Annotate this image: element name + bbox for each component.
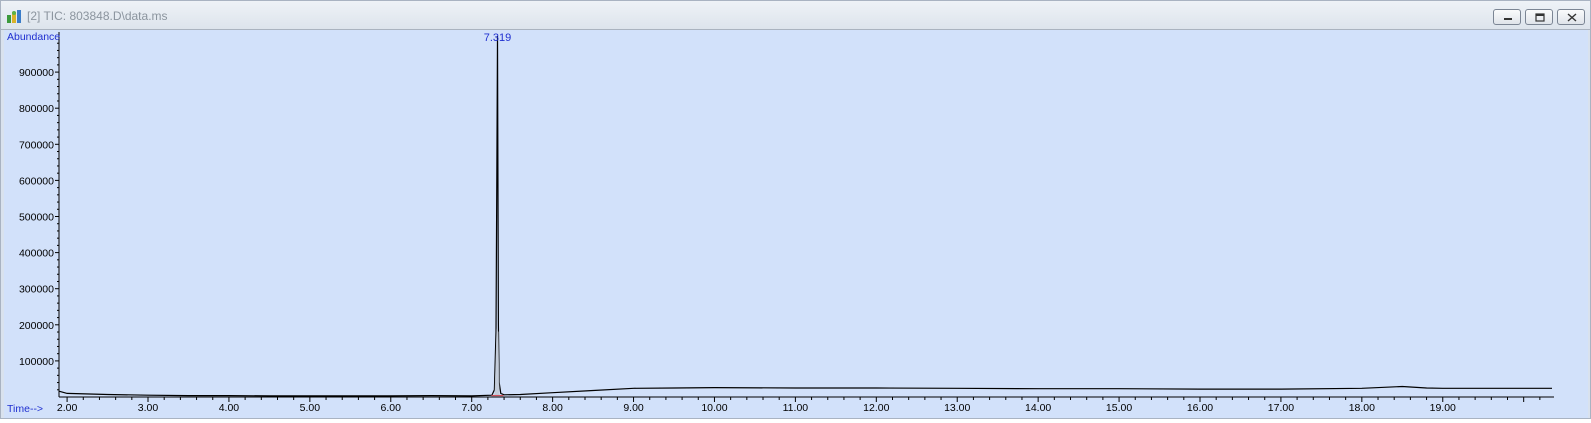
- x-tick-label: 12.00: [863, 402, 889, 414]
- close-icon: [1567, 13, 1577, 22]
- x-tick-label: 3.00: [138, 402, 159, 414]
- x-tick-label: 13.00: [944, 402, 970, 414]
- minimize-icon: [1504, 18, 1512, 20]
- x-tick-label: 7.00: [461, 402, 482, 414]
- x-axis-title: Time-->: [7, 403, 43, 415]
- x-tick-label: 18.00: [1349, 402, 1375, 414]
- tic-chromatogram-chart: 2.00 3.00 4.00 5.00 6.00 7.00 8.00 9.00 10.00 11.…: [7, 31, 1554, 415]
- x-tick-label: 4.00: [219, 402, 240, 414]
- tic-trace-line: [58, 35, 1552, 397]
- peak-integration-area: [494, 328, 500, 396]
- y-tick-label: 800000: [19, 103, 54, 115]
- x-tick-label: 10.00: [701, 402, 727, 414]
- x-tick-label: 8.00: [542, 402, 563, 414]
- restore-button[interactable]: [1525, 9, 1553, 25]
- y-tick-label: 700000: [19, 139, 54, 151]
- title-bar[interactable]: [2] TIC: 803848.D\data.ms: [1, 1, 1590, 30]
- y-tick-label: 500000: [19, 212, 54, 224]
- y-tick-label: 300000: [19, 284, 54, 296]
- x-tick-label: 6.00: [381, 402, 402, 414]
- y-tick-label: 100000: [19, 356, 54, 368]
- x-tick-label: 2.00: [57, 402, 78, 414]
- restore-icon: [1535, 13, 1545, 22]
- minimize-button[interactable]: [1493, 9, 1521, 25]
- peak-retention-time-label: 7.319: [484, 32, 512, 44]
- x-tick-label: 9.00: [623, 402, 644, 414]
- x-tick-label: 5.00: [300, 402, 321, 414]
- x-tick-label: 15.00: [1106, 402, 1132, 414]
- x-tick-label: 16.00: [1187, 402, 1213, 414]
- close-button[interactable]: [1557, 9, 1585, 25]
- y-tick-label: 900000: [19, 67, 54, 79]
- y-tick-label: 400000: [19, 248, 54, 260]
- chemstation-app-icon: [7, 10, 21, 23]
- x-tick-label: 11.00: [783, 402, 809, 414]
- x-tick-label: 17.00: [1268, 402, 1294, 414]
- y-axis-title: Abundance: [7, 31, 60, 43]
- chromatogram-plot-area[interactable]: 2.00 3.00 4.00 5.00 6.00 7.00 8.00 9.00 10.00 11.…: [4, 30, 1588, 418]
- y-tick-label: 600000: [19, 175, 54, 187]
- x-tick-label: 19.00: [1430, 402, 1456, 414]
- x-tick-label: 14.00: [1025, 402, 1051, 414]
- y-tick-label: 200000: [19, 320, 54, 332]
- window-title: [2] TIC: 803848.D\data.ms: [27, 9, 168, 23]
